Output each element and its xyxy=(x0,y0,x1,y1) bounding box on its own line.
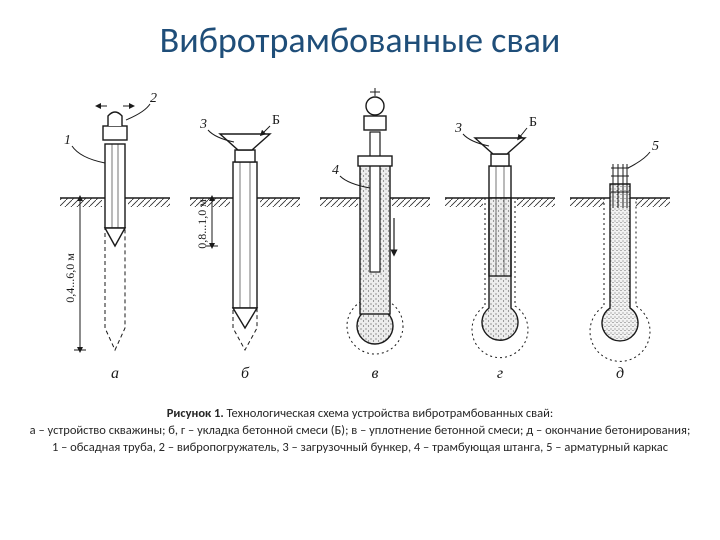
diagram: 1 2 0,4...6,0 м а 3 Б 0,8...1,0 м xyxy=(40,68,680,388)
panel-d: 5 д xyxy=(570,139,670,382)
callout-B-g: Б xyxy=(529,115,537,130)
panel-g: 3 Б г xyxy=(445,115,555,382)
caption-line2: а – устройство скважины; б, г – укладка … xyxy=(20,423,700,440)
panel-label-a: а xyxy=(111,365,119,382)
panel-label-d: д xyxy=(616,365,624,382)
panel-v: 4 в xyxy=(320,88,430,382)
callout-2: 2 xyxy=(150,91,157,106)
dim-b: 0,8...1,0 м xyxy=(195,199,209,249)
figure-caption: Рисунок 1. Технологическая схема устройс… xyxy=(20,406,700,457)
callout-1: 1 xyxy=(64,133,71,148)
panel-b: 3 Б 0,8...1,0 м б xyxy=(190,113,300,382)
callout-5: 5 xyxy=(652,139,659,154)
callout-B-b: Б xyxy=(272,113,280,128)
caption-lead-rest: Технологическая схема устройства вибротр… xyxy=(224,406,554,421)
panel-a: 1 2 0,4...6,0 м а xyxy=(60,91,170,382)
panel-label-g: г xyxy=(497,365,503,382)
callout-3b: 3 xyxy=(454,121,462,136)
callout-3: 3 xyxy=(199,117,207,132)
panel-label-v: в xyxy=(372,365,379,382)
callout-4: 4 xyxy=(332,163,339,178)
caption-line3: 1 – обсадная труба, 2 – вибропогружатель… xyxy=(20,440,700,457)
panel-label-b: б xyxy=(241,365,250,382)
page-title: Вибротрамбованные сваи xyxy=(0,18,720,62)
caption-lead: Рисунок 1. xyxy=(167,406,224,421)
dim-a: 0,4...6,0 м xyxy=(63,253,77,303)
